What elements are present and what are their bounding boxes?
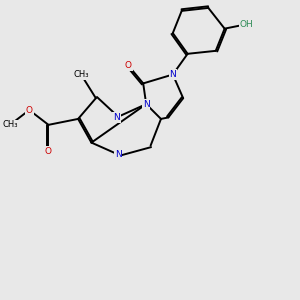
Text: N: N: [115, 150, 122, 159]
Text: N: N: [169, 70, 176, 79]
Text: N: N: [113, 113, 120, 122]
Text: N: N: [143, 100, 149, 109]
Text: O: O: [125, 61, 132, 70]
Text: CH₃: CH₃: [2, 120, 18, 129]
Text: CH₃: CH₃: [73, 70, 89, 79]
Text: O: O: [45, 147, 52, 156]
Text: O: O: [26, 106, 33, 115]
Text: OH: OH: [240, 20, 254, 29]
